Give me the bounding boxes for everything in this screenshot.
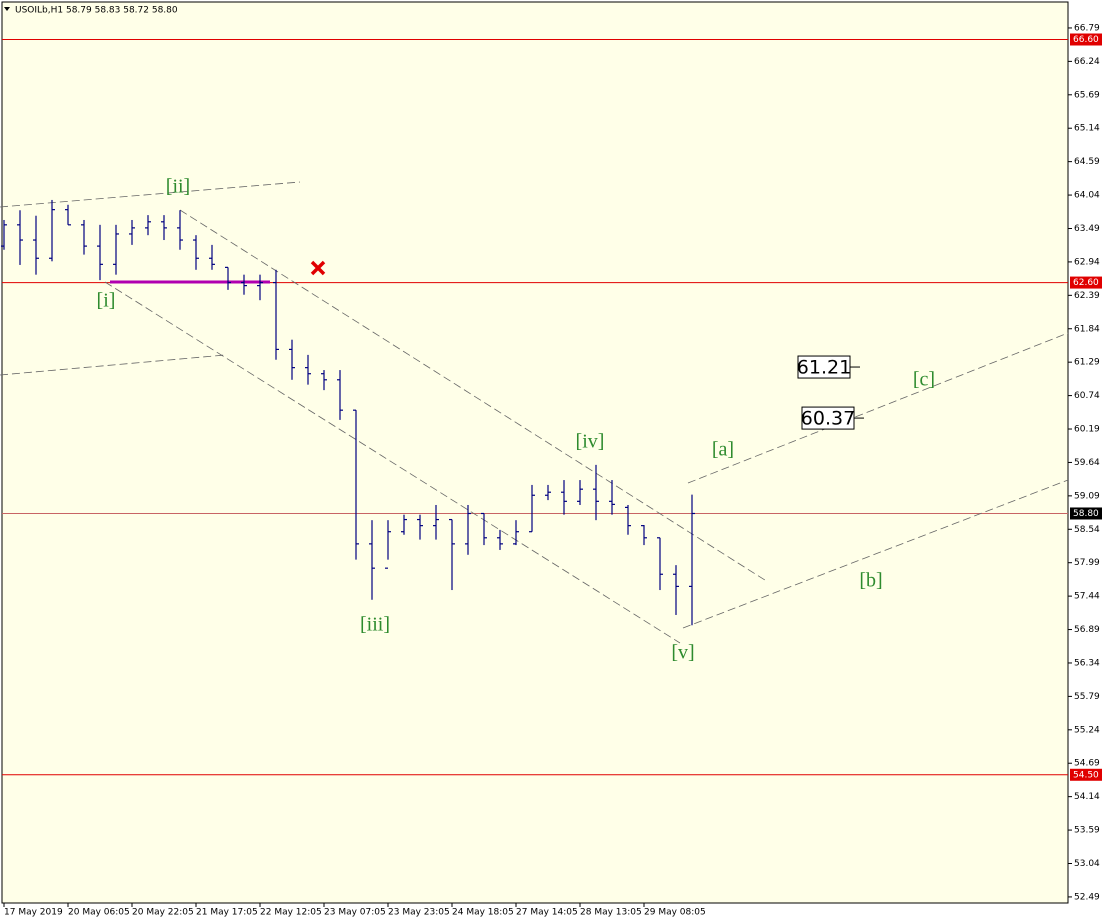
y-tick-label: 61.84 — [1074, 324, 1100, 334]
wave-label: [a] — [712, 439, 734, 461]
level-label-bg — [1070, 33, 1102, 46]
target-label: 60.37 — [801, 408, 855, 430]
x-tick-label: 17 May 2019 — [4, 908, 63, 918]
y-tick-label: 65.14 — [1074, 124, 1100, 134]
x-tick-label: 22 May 12:05 — [260, 908, 322, 918]
y-tick-label: 64.59 — [1074, 157, 1100, 167]
level-label: 62.60 — [1073, 278, 1099, 288]
current-price-label: 58.80 — [1073, 509, 1099, 519]
y-tick-label: 56.89 — [1074, 625, 1100, 635]
x-tick-label: 23 May 23:05 — [388, 908, 450, 918]
level-label: 54.50 — [1073, 770, 1099, 780]
wave-label: [iv] — [576, 431, 605, 453]
y-tick-label: 63.49 — [1074, 224, 1100, 234]
channel-line — [682, 479, 1069, 629]
x-tick-label: 27 May 14:05 — [516, 908, 578, 918]
y-tick-label: 53.04 — [1074, 859, 1100, 869]
wave-label: [c] — [913, 369, 935, 391]
cancel-mark — [310, 260, 326, 276]
y-tick-label: 62.94 — [1074, 257, 1100, 267]
current-price-bg — [1070, 507, 1102, 520]
channel-line — [104, 281, 681, 644]
channel-line — [687, 332, 1069, 484]
y-tick-label: 57.99 — [1074, 558, 1100, 568]
y-tick-label: 62.39 — [1074, 291, 1100, 301]
channel-line — [0, 181, 301, 208]
y-tick-label: 55.24 — [1074, 725, 1100, 735]
y-tick-label: 66.79 — [1074, 23, 1100, 33]
channel-line — [179, 209, 769, 583]
x-tick-label: 20 May 06:05 — [68, 908, 130, 918]
target-label: 61.21 — [797, 357, 851, 379]
x-tick-label: 20 May 22:05 — [132, 908, 194, 918]
x-tick-label: 21 May 17:05 — [196, 908, 258, 918]
level-label-bg — [1070, 276, 1102, 289]
y-tick-label: 64.04 — [1074, 191, 1100, 201]
y-tick-label: 56.34 — [1074, 658, 1100, 668]
menu-arrow — [4, 7, 10, 11]
y-tick-label: 54.14 — [1074, 792, 1100, 802]
y-tick-label: 60.74 — [1074, 391, 1100, 401]
y-tick-label: 65.69 — [1074, 90, 1100, 100]
y-tick-label: 52.49 — [1074, 892, 1100, 902]
chart-title: USOILb,H1 58.79 58.83 58.72 58.80 — [15, 6, 178, 16]
wave-label: [v] — [671, 642, 694, 664]
y-tick-label: 54.69 — [1074, 759, 1100, 769]
plot-area — [1, 1, 1069, 904]
level-label-bg — [1070, 768, 1102, 781]
wave-label: [b] — [859, 570, 882, 592]
y-tick-label: 66.24 — [1074, 57, 1100, 67]
wave-label: [i] — [97, 290, 116, 312]
y-tick-label: 60.19 — [1074, 425, 1100, 435]
wave-label: [iii] — [360, 614, 390, 636]
y-tick-label: 59.64 — [1074, 458, 1100, 468]
y-tick-label: 57.44 — [1074, 592, 1100, 602]
x-tick-label: 24 May 18:05 — [452, 908, 514, 918]
y-tick-label: 53.59 — [1074, 826, 1100, 836]
channel-line — [0, 354, 226, 376]
wave-label: [ii] — [166, 176, 190, 198]
y-tick-label: 55.79 — [1074, 692, 1100, 702]
x-tick-label: 29 May 08:05 — [644, 908, 706, 918]
x-tick-label: 28 May 13:05 — [580, 908, 642, 918]
y-tick-label: 61.29 — [1074, 358, 1100, 368]
x-tick-label: 23 May 07:05 — [324, 908, 386, 918]
y-tick-label: 59.09 — [1074, 491, 1100, 501]
level-label: 66.60 — [1073, 35, 1099, 45]
y-tick-label: 58.54 — [1074, 525, 1100, 535]
